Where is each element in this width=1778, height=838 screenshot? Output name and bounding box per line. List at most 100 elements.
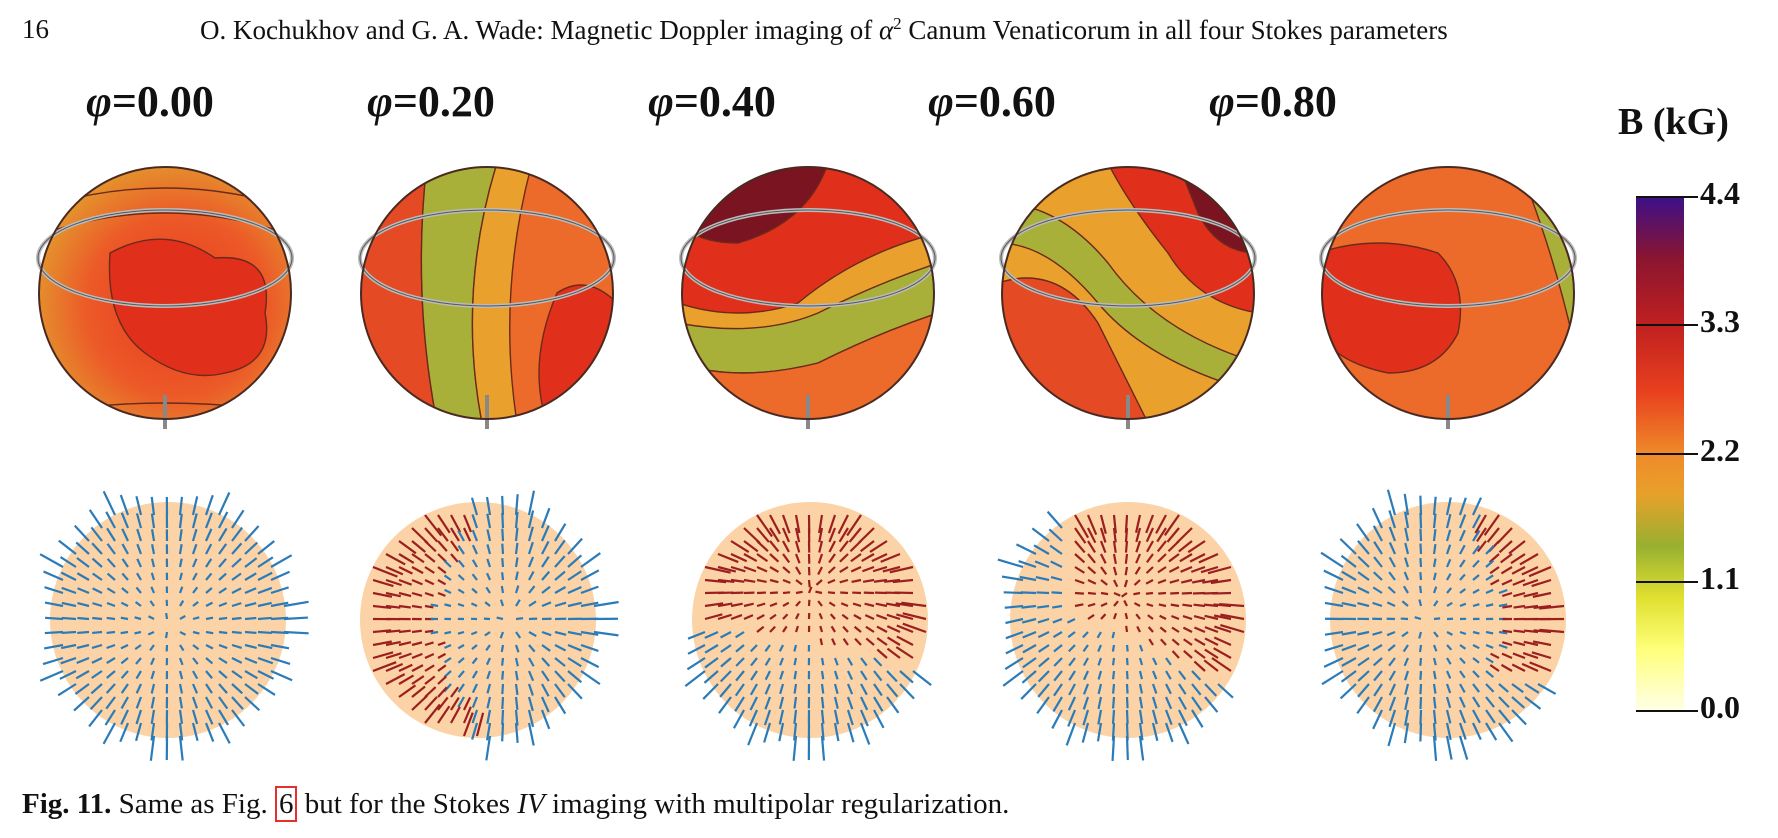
field-vector (150, 496, 156, 516)
field-vector (1087, 527, 1097, 544)
field-vector (1386, 489, 1397, 516)
field-vector (1324, 630, 1344, 636)
field-vector (528, 631, 537, 637)
field-vector (1485, 670, 1494, 678)
field-vector (1498, 603, 1508, 608)
field-vector (778, 696, 785, 710)
field-vector (1031, 527, 1050, 542)
field-vector (1111, 644, 1116, 652)
field-vector (1053, 657, 1063, 667)
field-vector (1082, 696, 1090, 710)
field-vector (1341, 586, 1357, 595)
field-vector (1178, 709, 1188, 727)
field-vector (450, 706, 461, 724)
field-vector (486, 529, 492, 542)
field-vector (1112, 670, 1116, 680)
figure-reference-link[interactable]: 6 (274, 786, 298, 822)
field-vector (257, 601, 272, 608)
field-vector (192, 572, 198, 581)
field-vector (818, 514, 824, 534)
field-vector (1074, 603, 1084, 608)
field-vector (1388, 709, 1397, 728)
field-vector (1373, 541, 1383, 555)
field-vector (1086, 514, 1098, 536)
field-vector (1519, 553, 1539, 566)
field-vector (1388, 683, 1396, 696)
field-vector (231, 542, 243, 555)
field-vector (179, 631, 187, 636)
field-vector (1432, 558, 1437, 568)
field-vector (541, 556, 550, 568)
field-vector (1372, 644, 1383, 652)
field-vector (756, 540, 769, 553)
field-vector (120, 630, 129, 635)
field-vector (541, 585, 551, 594)
field-vector (59, 556, 77, 568)
field-vector (839, 553, 849, 563)
field-vector (1170, 591, 1180, 595)
field-vector (178, 670, 184, 680)
field-vector (1113, 579, 1119, 588)
field-vector (1183, 649, 1193, 659)
field-vector (1087, 591, 1096, 595)
field-vector (735, 631, 745, 639)
field-vector (1099, 540, 1107, 554)
field-vector (205, 572, 213, 581)
field-vector (1511, 709, 1527, 726)
field-vector (1532, 591, 1552, 598)
phase-label-0: φ=0.00 (20, 76, 280, 127)
field-vector (244, 643, 257, 649)
field-vector (231, 630, 242, 635)
field-vector (1357, 683, 1370, 698)
field-vector (120, 601, 129, 607)
field-vector (178, 496, 184, 516)
field-vector (1511, 683, 1524, 694)
field-vector (57, 683, 77, 697)
field-vector (106, 601, 116, 608)
field-vector (411, 641, 423, 647)
field-vector (1182, 626, 1193, 633)
field-vector (880, 552, 901, 563)
field-vector (793, 683, 798, 694)
field-vector (833, 670, 839, 680)
field-vector (443, 657, 452, 664)
field-vector (1445, 709, 1452, 724)
field-vector (895, 646, 914, 659)
field-vector (1446, 601, 1453, 607)
field-vector (61, 630, 77, 635)
field-vector (424, 540, 437, 553)
field-vector (875, 614, 888, 621)
field-vector (485, 735, 492, 761)
field-vector (873, 683, 883, 697)
field-vector (134, 601, 142, 607)
field-vector (134, 644, 142, 650)
field-vector (1082, 683, 1090, 695)
field-vector (1472, 722, 1482, 741)
field-vector (1403, 657, 1410, 667)
field-vector (769, 625, 776, 633)
field-vector (873, 657, 883, 667)
field-vector (120, 670, 129, 679)
field-vector (231, 557, 242, 568)
field-vector (1157, 553, 1167, 563)
field-vector (485, 644, 491, 652)
field-vector (763, 722, 772, 743)
field-vector (120, 644, 129, 650)
field-vector (1204, 683, 1218, 697)
field-vector (1163, 514, 1180, 536)
field-vector (1151, 722, 1159, 742)
field-vector (192, 630, 200, 635)
field-vector (205, 616, 214, 621)
field-vector (1100, 553, 1107, 564)
field-vector (385, 652, 402, 660)
colorbar-tick (1636, 196, 1698, 198)
field-vector (1523, 591, 1539, 598)
field-vector (1190, 565, 1206, 573)
field-vector (1018, 560, 1037, 569)
field-vector (443, 574, 452, 581)
vector-map-phase-3 (997, 502, 1246, 761)
field-vector (842, 625, 849, 633)
field-vector (1068, 657, 1076, 667)
field-vector (1004, 657, 1024, 670)
field-vector (88, 509, 103, 529)
